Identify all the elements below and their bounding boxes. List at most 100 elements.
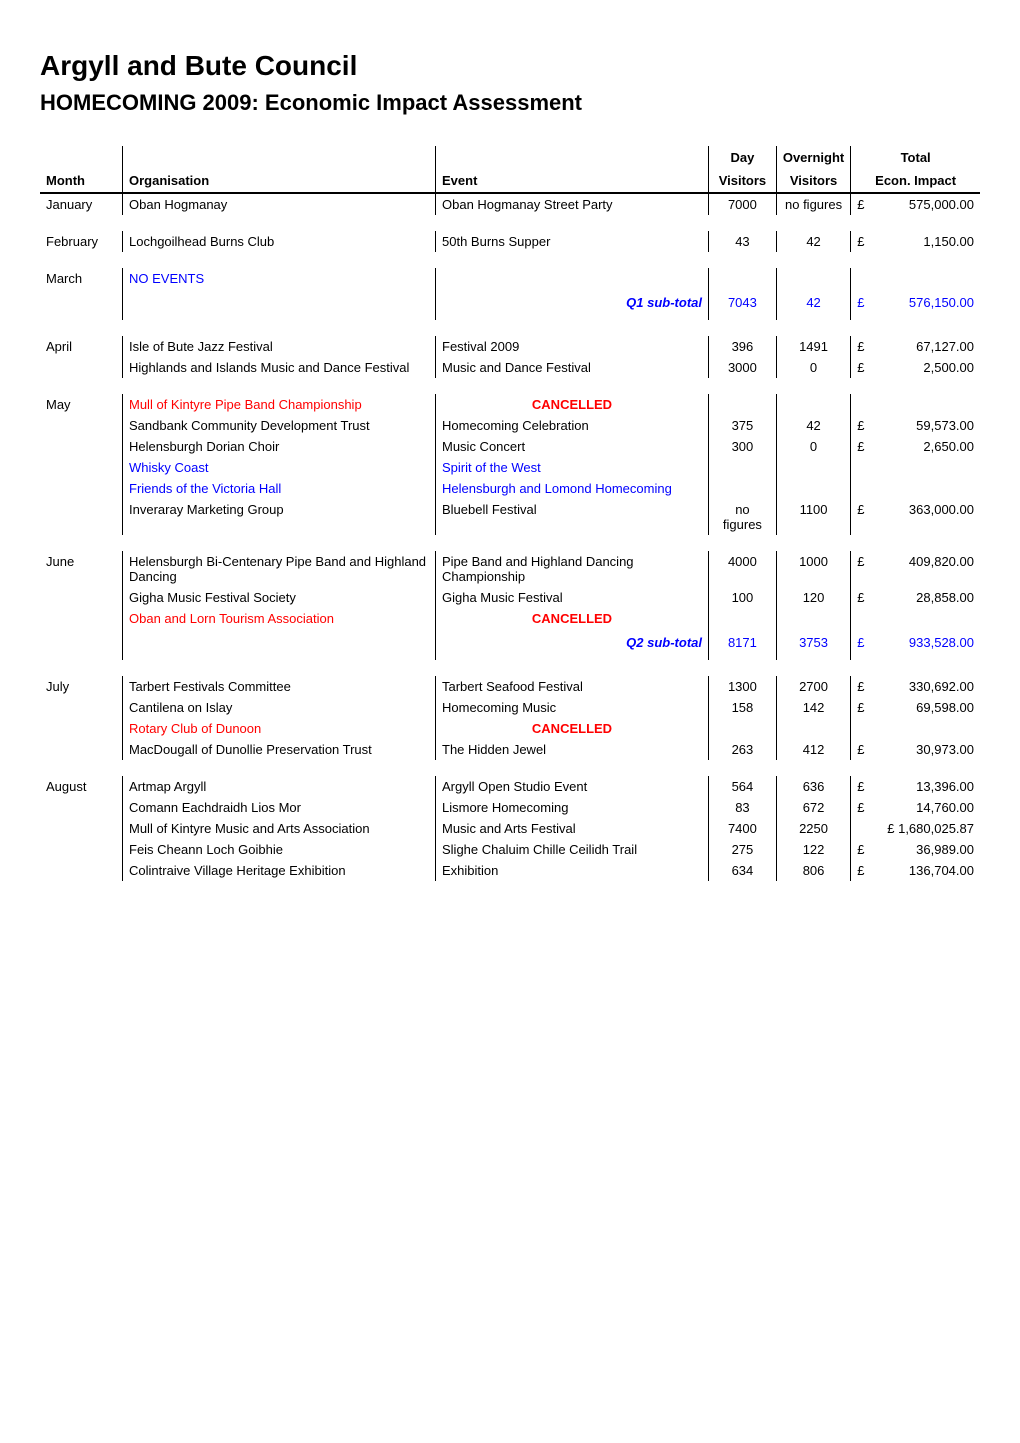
organisation-cell: Tarbert Festivals Committee xyxy=(123,676,436,697)
organisation-cell: MacDougall of Dunollie Preservation Trus… xyxy=(123,739,436,760)
header-organisation: Organisation xyxy=(123,146,436,193)
table-row: MayMull of Kintyre Pipe Band Championshi… xyxy=(40,394,980,415)
table-row: Colintraive Village Heritage ExhibitionE… xyxy=(40,860,980,881)
header-total-2: Econ. Impact xyxy=(851,169,980,193)
month-cell: January xyxy=(40,193,123,215)
organisation-cell: Colintraive Village Heritage Exhibition xyxy=(123,860,436,881)
table-row: AprilIsle of Bute Jazz FestivalFestival … xyxy=(40,336,980,357)
organisation-cell: Gigha Music Festival Society xyxy=(123,587,436,608)
table-row: Mull of Kintyre Music and Arts Associati… xyxy=(40,818,980,839)
event-cell: Homecoming Celebration xyxy=(436,415,709,436)
event-cell: CANCELLED xyxy=(436,718,709,739)
header-event: Event xyxy=(436,146,709,193)
event-cell: Festival 2009 xyxy=(436,336,709,357)
table-row: JulyTarbert Festivals CommitteeTarbert S… xyxy=(40,676,980,697)
table-row: MacDougall of Dunollie Preservation Trus… xyxy=(40,739,980,760)
table-row xyxy=(40,215,980,231)
organisation-cell: Mull of Kintyre Music and Arts Associati… xyxy=(123,818,436,839)
table-row: Friends of the Victoria HallHelensburgh … xyxy=(40,478,980,499)
organisation-cell: Sandbank Community Development Trust xyxy=(123,415,436,436)
document-subtitle: HOMECOMING 2009: Economic Impact Assessm… xyxy=(40,90,980,116)
organisation-cell: NO EVENTS xyxy=(123,268,436,289)
header-total-1: Total xyxy=(851,146,980,169)
table-row: JanuaryOban HogmanayOban Hogmanay Street… xyxy=(40,193,980,215)
month-cell: March xyxy=(40,268,123,289)
event-cell: Lismore Homecoming xyxy=(436,797,709,818)
event-cell: CANCELLED xyxy=(436,394,709,415)
organisation-cell: Oban Hogmanay xyxy=(123,193,436,215)
event-cell: Exhibition xyxy=(436,860,709,881)
table-row: Cantilena on IslayHomecoming Music158142… xyxy=(40,697,980,718)
table-row: FebruaryLochgoilhead Burns Club50th Burn… xyxy=(40,231,980,252)
header-day-1: Day xyxy=(709,146,777,169)
event-cell: Music and Arts Festival xyxy=(436,818,709,839)
header-day-2: Visitors xyxy=(709,169,777,193)
subtotal-label: Q2 sub-total xyxy=(436,629,709,660)
table-row: Comann Eachdraidh Lios MorLismore Homeco… xyxy=(40,797,980,818)
table-row: Q1 sub-total704342£576,150.00 xyxy=(40,289,980,320)
event-cell: Bluebell Festival xyxy=(436,499,709,535)
organisation-cell: Friends of the Victoria Hall xyxy=(123,478,436,499)
event-cell: Helensburgh and Lomond Homecoming xyxy=(436,478,709,499)
month-cell: June xyxy=(40,551,123,587)
event-cell xyxy=(436,268,709,289)
table-row xyxy=(40,535,980,551)
organisation-cell: Comann Eachdraidh Lios Mor xyxy=(123,797,436,818)
table-row: AugustArtmap ArgyllArgyll Open Studio Ev… xyxy=(40,776,980,797)
organisation-cell: Artmap Argyll xyxy=(123,776,436,797)
header-month: Month xyxy=(40,146,123,193)
table-row: Highlands and Islands Music and Dance Fe… xyxy=(40,357,980,378)
table-row xyxy=(40,660,980,676)
event-cell: Pipe Band and Highland Dancing Champions… xyxy=(436,551,709,587)
month-cell: July xyxy=(40,676,123,697)
event-cell: Gigha Music Festival xyxy=(436,587,709,608)
organisation-cell: Highlands and Islands Music and Dance Fe… xyxy=(123,357,436,378)
organisation-cell: Rotary Club of Dunoon xyxy=(123,718,436,739)
assessment-table: Month Organisation Event Day Overnight T… xyxy=(40,146,980,881)
document-title: Argyll and Bute Council xyxy=(40,50,980,82)
table-row: Sandbank Community Development TrustHome… xyxy=(40,415,980,436)
month-cell: April xyxy=(40,336,123,357)
organisation-cell: Mull of Kintyre Pipe Band Championship xyxy=(123,394,436,415)
table-row xyxy=(40,760,980,776)
event-cell: Music Concert xyxy=(436,436,709,457)
table-row xyxy=(40,252,980,268)
month-cell: February xyxy=(40,231,123,252)
organisation-cell: Helensburgh Bi-Centenary Pipe Band and H… xyxy=(123,551,436,587)
table-row: Q2 sub-total81713753£933,528.00 xyxy=(40,629,980,660)
event-cell: Oban Hogmanay Street Party xyxy=(436,193,709,215)
organisation-cell: Inveraray Marketing Group xyxy=(123,499,436,535)
table-row: JuneHelensburgh Bi-Centenary Pipe Band a… xyxy=(40,551,980,587)
event-cell: Argyll Open Studio Event xyxy=(436,776,709,797)
table-row: Gigha Music Festival SocietyGigha Music … xyxy=(40,587,980,608)
table-row: Feis Cheann Loch GoibhieSlighe Chaluim C… xyxy=(40,839,980,860)
subtotal-label: Q1 sub-total xyxy=(436,289,709,320)
event-cell: Slighe Chaluim Chille Ceilidh Trail xyxy=(436,839,709,860)
month-cell: May xyxy=(40,394,123,415)
table-row xyxy=(40,378,980,394)
organisation-cell: Helensburgh Dorian Choir xyxy=(123,436,436,457)
organisation-cell: Feis Cheann Loch Goibhie xyxy=(123,839,436,860)
table-row: Rotary Club of DunoonCANCELLED xyxy=(40,718,980,739)
header-overnight-1: Overnight xyxy=(776,146,850,169)
organisation-cell: Whisky Coast xyxy=(123,457,436,478)
table-row: Whisky CoastSpirit of the West xyxy=(40,457,980,478)
event-cell: Spirit of the West xyxy=(436,457,709,478)
event-cell: Homecoming Music xyxy=(436,697,709,718)
table-row: Helensburgh Dorian ChoirMusic Concert300… xyxy=(40,436,980,457)
table-row xyxy=(40,320,980,336)
event-cell: Tarbert Seafood Festival xyxy=(436,676,709,697)
organisation-cell: Cantilena on Islay xyxy=(123,697,436,718)
organisation-cell: Isle of Bute Jazz Festival xyxy=(123,336,436,357)
organisation-cell: Oban and Lorn Tourism Association xyxy=(123,608,436,629)
event-cell: Music and Dance Festival xyxy=(436,357,709,378)
event-cell: 50th Burns Supper xyxy=(436,231,709,252)
organisation-cell: Lochgoilhead Burns Club xyxy=(123,231,436,252)
event-cell: CANCELLED xyxy=(436,608,709,629)
table-row: MarchNO EVENTS xyxy=(40,268,980,289)
month-cell: August xyxy=(40,776,123,797)
table-row: Inveraray Marketing GroupBluebell Festiv… xyxy=(40,499,980,535)
event-cell: The Hidden Jewel xyxy=(436,739,709,760)
table-row: Oban and Lorn Tourism AssociationCANCELL… xyxy=(40,608,980,629)
header-overnight-2: Visitors xyxy=(776,169,850,193)
